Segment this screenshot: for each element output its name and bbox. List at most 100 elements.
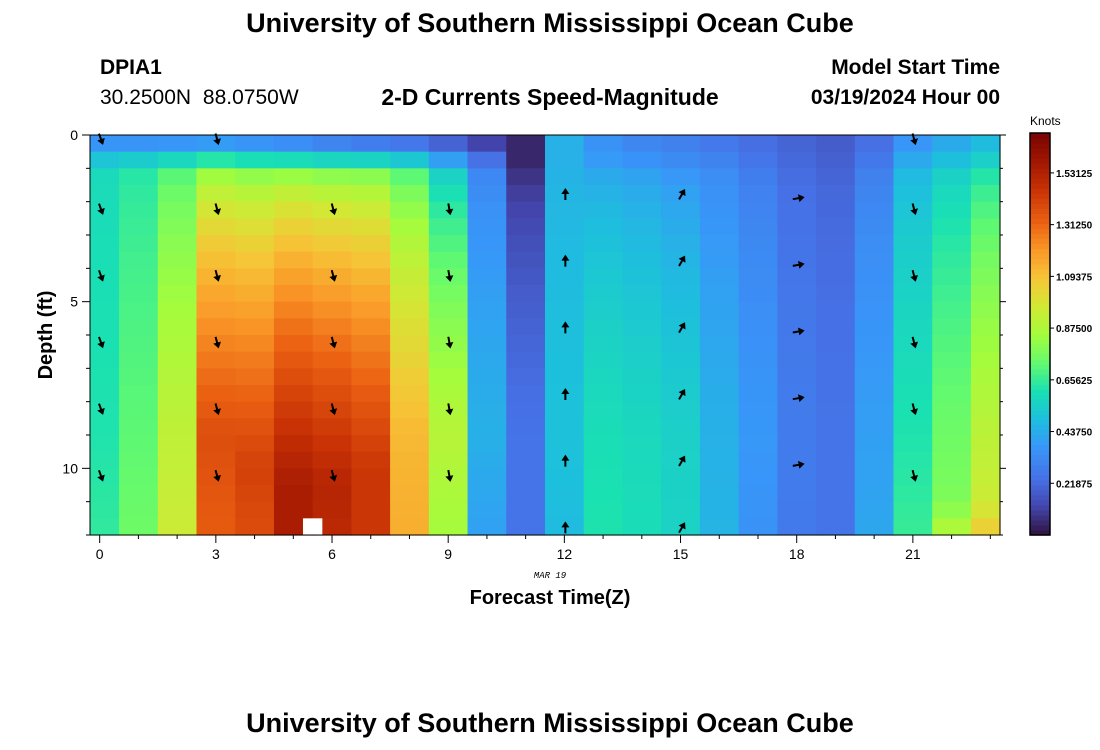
heatmap-cell — [119, 251, 159, 269]
heatmap-cell — [777, 335, 817, 353]
heatmap-cell — [738, 168, 778, 186]
heatmap-cell — [467, 201, 507, 219]
model-start-label: Model Start Time — [831, 56, 1000, 79]
heatmap-cell — [428, 185, 469, 203]
heatmap-cell — [970, 151, 1001, 169]
heatmap-cell — [235, 451, 275, 469]
current-arrow — [213, 403, 221, 416]
colorbar-segment — [1030, 308, 1050, 315]
heatmap-cell — [893, 385, 933, 403]
colorbar-segment — [1030, 303, 1050, 310]
heatmap-cell — [390, 485, 430, 503]
heatmap-cell — [273, 185, 314, 203]
heatmap-cell — [583, 268, 624, 286]
heatmap-cell — [932, 485, 972, 503]
heatmap-cell — [273, 451, 314, 469]
colorbar-segment — [1030, 193, 1050, 199]
heatmap-cell — [196, 518, 236, 536]
colorbar-segment — [1030, 278, 1050, 285]
heatmap-cell — [622, 418, 662, 436]
heatmap-cell — [119, 468, 159, 486]
heatmap-cell — [506, 485, 546, 503]
heatmap-cell — [90, 485, 120, 503]
heatmap-cell — [816, 168, 856, 186]
heatmap-cell — [467, 251, 507, 269]
heatmap-cell — [893, 318, 933, 336]
current-arrow — [910, 469, 918, 482]
heatmap-cell — [738, 318, 778, 336]
heatmap-cell — [816, 235, 856, 253]
heatmap-cell — [816, 451, 856, 469]
colorbar-segment — [1030, 524, 1050, 531]
heatmap-cell — [467, 268, 507, 286]
current-arrow — [561, 321, 570, 334]
heatmap-cell — [157, 318, 198, 336]
heatmap-cell — [699, 301, 740, 319]
colorbar-segment — [1030, 344, 1050, 350]
heatmap-cell — [777, 168, 817, 186]
heatmap-cell — [390, 185, 430, 203]
heatmap-cell — [312, 518, 352, 536]
heatmap-cell — [854, 268, 895, 286]
heatmap-cell — [390, 235, 430, 253]
heatmap-cell — [932, 451, 972, 469]
heatmap-cell — [312, 285, 352, 303]
heatmap-cell — [196, 485, 236, 503]
heatmap-cell — [545, 135, 585, 153]
colorbar-segment — [1030, 429, 1050, 436]
heatmap-cell — [545, 368, 585, 386]
heatmap-cell — [157, 435, 198, 453]
heatmap-cell — [506, 251, 546, 269]
heatmap-cell — [351, 168, 391, 186]
heatmap-cell — [467, 485, 507, 503]
heatmap-cell — [235, 318, 275, 336]
heatmap-cell — [583, 335, 624, 353]
heatmap-cell — [467, 135, 507, 153]
heatmap-cell — [390, 168, 430, 186]
heatmap-cell — [273, 268, 314, 286]
colorbar-segment — [1030, 464, 1050, 471]
current-arrow — [329, 269, 338, 282]
current-arrow — [329, 469, 338, 482]
heatmap-cell — [854, 401, 895, 419]
heatmap-cell — [622, 151, 662, 169]
heatmap-cell — [545, 485, 585, 503]
colorbar-segment — [1030, 529, 1050, 536]
heatmap-cell — [583, 451, 624, 469]
heatmap-cell — [970, 401, 1001, 419]
colorbar-segment — [1030, 479, 1050, 486]
heatmap-cell — [583, 318, 624, 336]
heatmap-cell — [738, 501, 778, 519]
heatmap-cell — [699, 235, 740, 253]
heatmap-cell — [661, 368, 701, 386]
heatmap-cell — [351, 385, 391, 403]
heatmap-cell — [738, 335, 778, 353]
heatmap-cell — [699, 501, 740, 519]
colorbar-segment — [1030, 384, 1050, 390]
heatmap-cell — [583, 468, 624, 486]
heatmap-cell — [312, 235, 352, 253]
colorbar-segment — [1030, 374, 1050, 380]
colorbar-segment — [1030, 313, 1050, 320]
heatmap-cell — [970, 501, 1001, 519]
heatmap-cell — [119, 218, 159, 236]
heatmap-cell — [196, 185, 236, 203]
heatmap-cell — [661, 218, 701, 236]
heatmap-cell — [545, 168, 585, 186]
current-arrow — [97, 203, 105, 215]
heatmap-cell — [90, 501, 120, 519]
colorbar-segment — [1030, 489, 1050, 496]
heatmap-cell — [622, 301, 662, 319]
heatmap-cell — [699, 151, 740, 169]
heatmap-cell — [90, 151, 120, 169]
heatmap-cell — [428, 168, 469, 186]
heatmap-cell — [119, 135, 159, 153]
heatmap-cell — [467, 468, 507, 486]
heatmap-cell — [816, 368, 856, 386]
heatmap-cell — [970, 251, 1001, 269]
current-arrow — [678, 388, 686, 400]
heatmap-cell — [351, 135, 391, 153]
colorbar-segment — [1030, 203, 1050, 209]
colorbar-segment — [1030, 318, 1050, 325]
colorbar-segment — [1030, 514, 1050, 521]
